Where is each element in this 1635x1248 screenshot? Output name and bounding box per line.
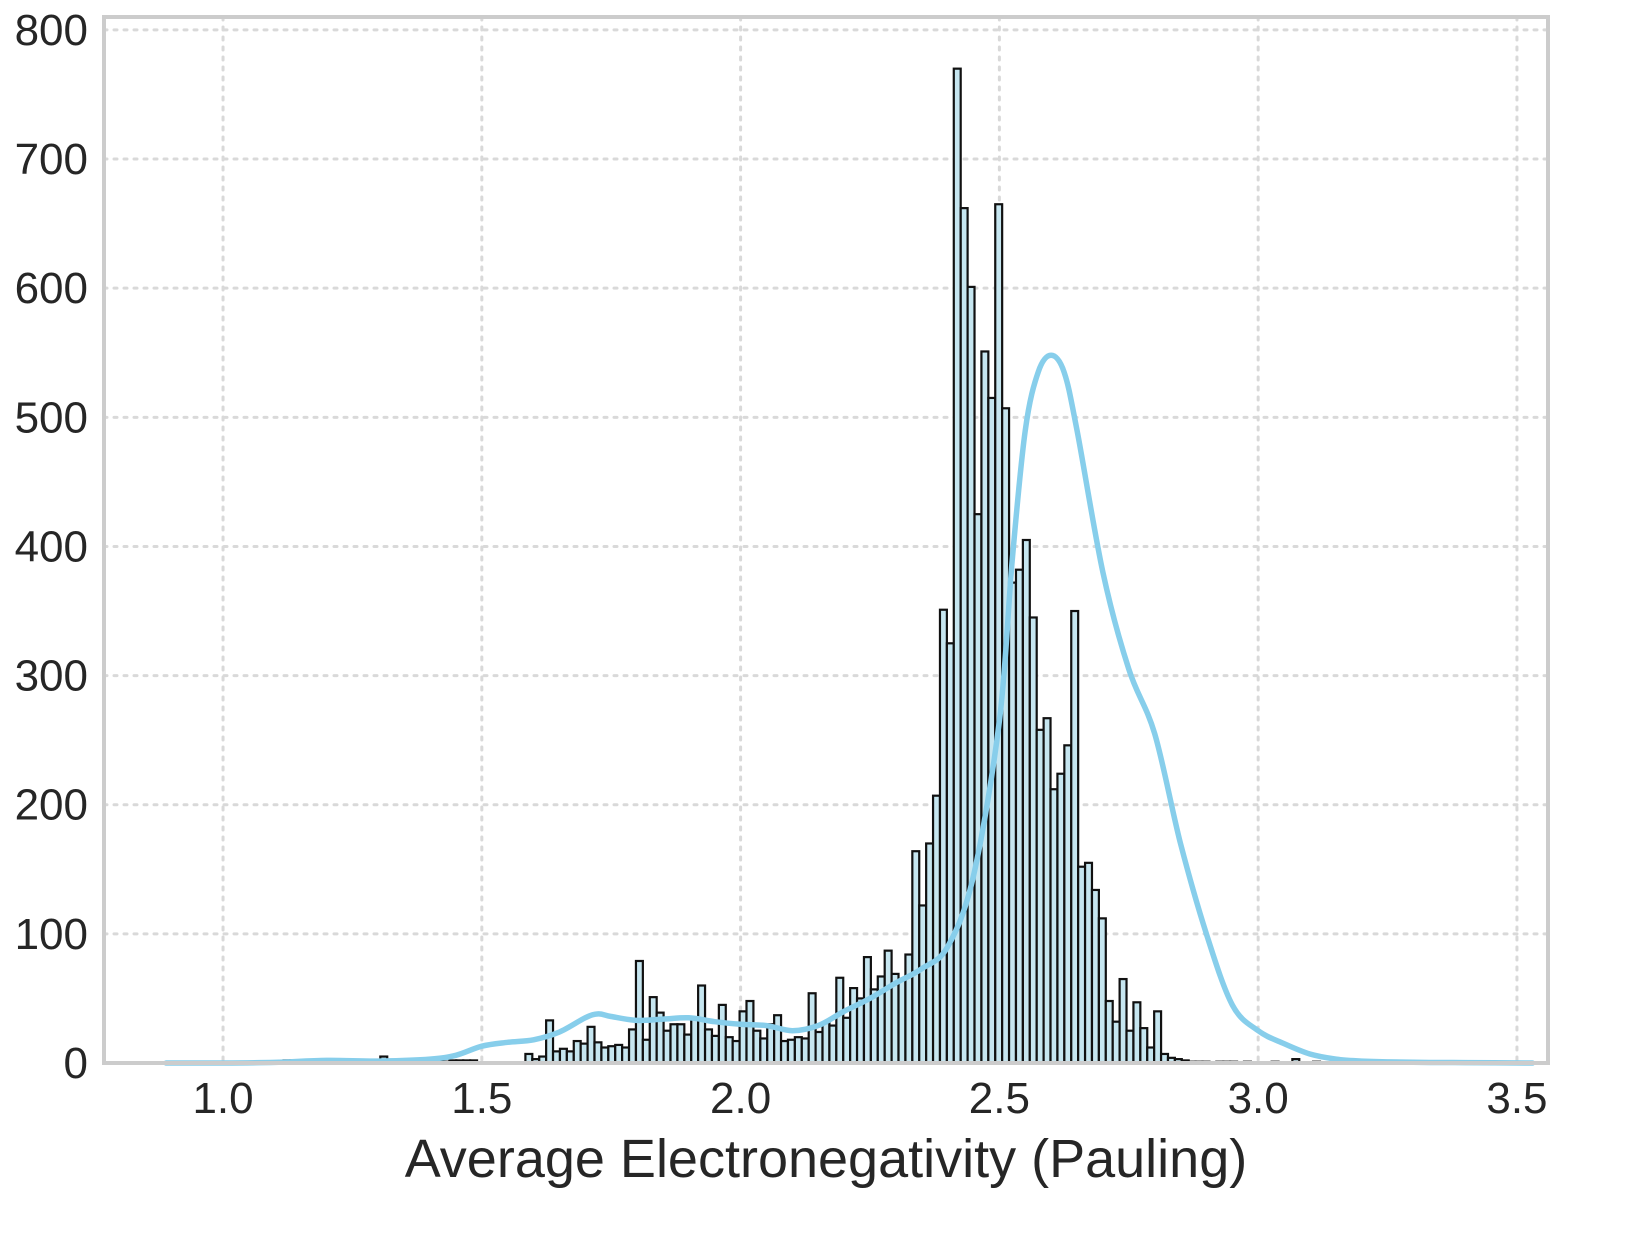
kde-curve <box>163 352 1536 1066</box>
grid-lines <box>102 15 1550 1065</box>
y-tick-label: 800 <box>15 6 88 55</box>
x-axis-title: Average Electronegativity (Pauling) <box>405 1129 1247 1189</box>
y-tick-label: 700 <box>15 135 88 184</box>
plot-frame <box>102 15 1550 1065</box>
y-axis-ticks: 0 100 200 300 400 500 600 700 800 <box>15 6 88 1088</box>
histogram-bars <box>165 67 1356 1065</box>
y-tick-label: 200 <box>15 781 88 830</box>
x-axis-ticks: 1.0 1.5 2.0 2.5 3.0 3.5 <box>192 1074 1547 1123</box>
x-tick-label: 2.5 <box>969 1074 1030 1123</box>
y-tick-label: 400 <box>15 522 88 571</box>
x-tick-label: 1.0 <box>192 1074 253 1123</box>
kde-curve-layer <box>163 352 1536 1066</box>
x-tick-label: 3.5 <box>1486 1074 1547 1123</box>
y-tick-label: 300 <box>15 652 88 701</box>
y-tick-label: 0 <box>64 1039 88 1088</box>
x-tick-label: 1.5 <box>451 1074 512 1123</box>
y-tick-label: 600 <box>15 264 88 313</box>
x-tick-label: 3.0 <box>1228 1074 1289 1123</box>
y-tick-label: 100 <box>15 910 88 959</box>
x-tick-label: 2.0 <box>710 1074 771 1123</box>
y-tick-label: 500 <box>15 393 88 442</box>
